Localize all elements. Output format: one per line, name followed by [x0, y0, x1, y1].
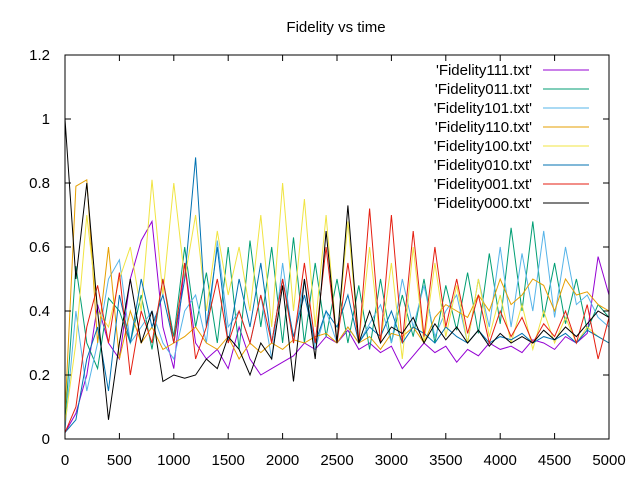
- x-tick-label: 2000: [266, 452, 299, 469]
- x-tick-label: 3500: [429, 452, 462, 469]
- chart-title: Fidelity vs time: [286, 19, 385, 36]
- y-tick-label: 1.2: [29, 47, 50, 64]
- legend: 'Fidelity111.txt' 'Fidelity011.txt' 'Fidel…: [434, 62, 589, 212]
- series-layer: [64, 118, 610, 433]
- legend-label: 'Fidelity011.txt': [435, 81, 532, 98]
- y-tick-label: 1: [42, 111, 50, 128]
- x-tick-label: 1500: [212, 452, 245, 469]
- x-tick-label: 4000: [484, 452, 517, 469]
- y-tick-label: 0.2: [29, 367, 50, 384]
- series-line-5: [64, 157, 610, 433]
- x-tick-label: 1000: [157, 452, 190, 469]
- y-tick-label: 0.4: [29, 303, 50, 320]
- series-line-7: [64, 118, 610, 420]
- y-tick-label: 0.8: [29, 175, 50, 192]
- x-tick-label: 5000: [592, 452, 625, 469]
- series-line-3: [64, 178, 610, 414]
- legend-label: 'Fidelity101.txt': [434, 100, 532, 117]
- legend-label: 'Fidelity111.txt': [436, 62, 532, 79]
- legend-label: 'Fidelity100.txt': [434, 138, 532, 155]
- legend-label: 'Fidelity010.txt': [434, 157, 532, 174]
- legend-label: 'Fidelity001.txt': [434, 176, 532, 193]
- x-tick-label: 3000: [375, 452, 408, 469]
- legend-label: 'Fidelity000.txt': [434, 195, 532, 212]
- legend-label: 'Fidelity110.txt': [435, 119, 532, 136]
- x-tick-label: 0: [61, 452, 69, 469]
- series-line-1: [64, 221, 610, 424]
- x-tick-label: 4500: [538, 452, 571, 469]
- y-tick-label: 0.6: [29, 239, 50, 256]
- x-axis: 0 500 1000 1500 2000 2500 3000 3500 4000 4500 5000: [61, 55, 626, 469]
- x-tick-label: 500: [107, 452, 132, 469]
- y-axis: 0 0.2 0.4 0.6 0.8 1 1.2: [29, 47, 609, 448]
- x-tick-label: 2500: [320, 452, 353, 469]
- y-tick-label: 0: [42, 431, 50, 448]
